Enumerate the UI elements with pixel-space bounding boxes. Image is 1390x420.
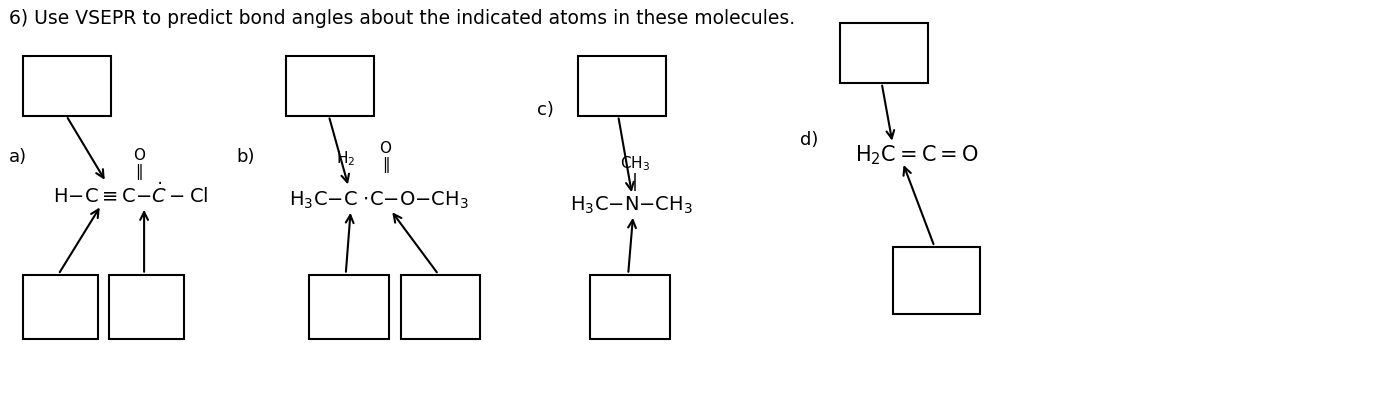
- Bar: [591, 275, 670, 339]
- Bar: [24, 56, 111, 116]
- Text: H$_3$C$-$N$-$CH$_3$: H$_3$C$-$N$-$CH$_3$: [570, 194, 694, 216]
- Text: a): a): [10, 148, 28, 166]
- Bar: [892, 247, 980, 314]
- Text: b): b): [236, 148, 254, 166]
- Text: O: O: [379, 141, 392, 156]
- Text: H$_3$C$-$C $\cdot$C$-$O$-$CH$_3$: H$_3$C$-$C $\cdot$C$-$O$-$CH$_3$: [289, 189, 468, 211]
- Text: H$-$C$\equiv$C$-\dot{C}-$Cl: H$-$C$\equiv$C$-\dot{C}-$Cl: [53, 183, 208, 207]
- Bar: [309, 275, 389, 339]
- Bar: [286, 56, 374, 116]
- Text: d): d): [799, 131, 819, 149]
- Text: 6) Use VSEPR to predict bond angles about the indicated atoms in these molecules: 6) Use VSEPR to predict bond angles abou…: [10, 9, 795, 28]
- Bar: [840, 23, 927, 83]
- Text: H$_2$: H$_2$: [336, 149, 356, 168]
- Text: H$_2$C$=$C$=$O: H$_2$C$=$C$=$O: [855, 144, 979, 167]
- Bar: [578, 56, 666, 116]
- Text: $\|$: $\|$: [135, 162, 143, 182]
- Bar: [110, 275, 183, 339]
- Text: c): c): [538, 101, 555, 119]
- Text: $\|$: $\|$: [382, 155, 389, 175]
- Text: O: O: [133, 148, 145, 163]
- Text: |: |: [632, 173, 638, 191]
- Text: CH$_3$: CH$_3$: [620, 154, 651, 173]
- Bar: [400, 275, 481, 339]
- Bar: [24, 275, 99, 339]
